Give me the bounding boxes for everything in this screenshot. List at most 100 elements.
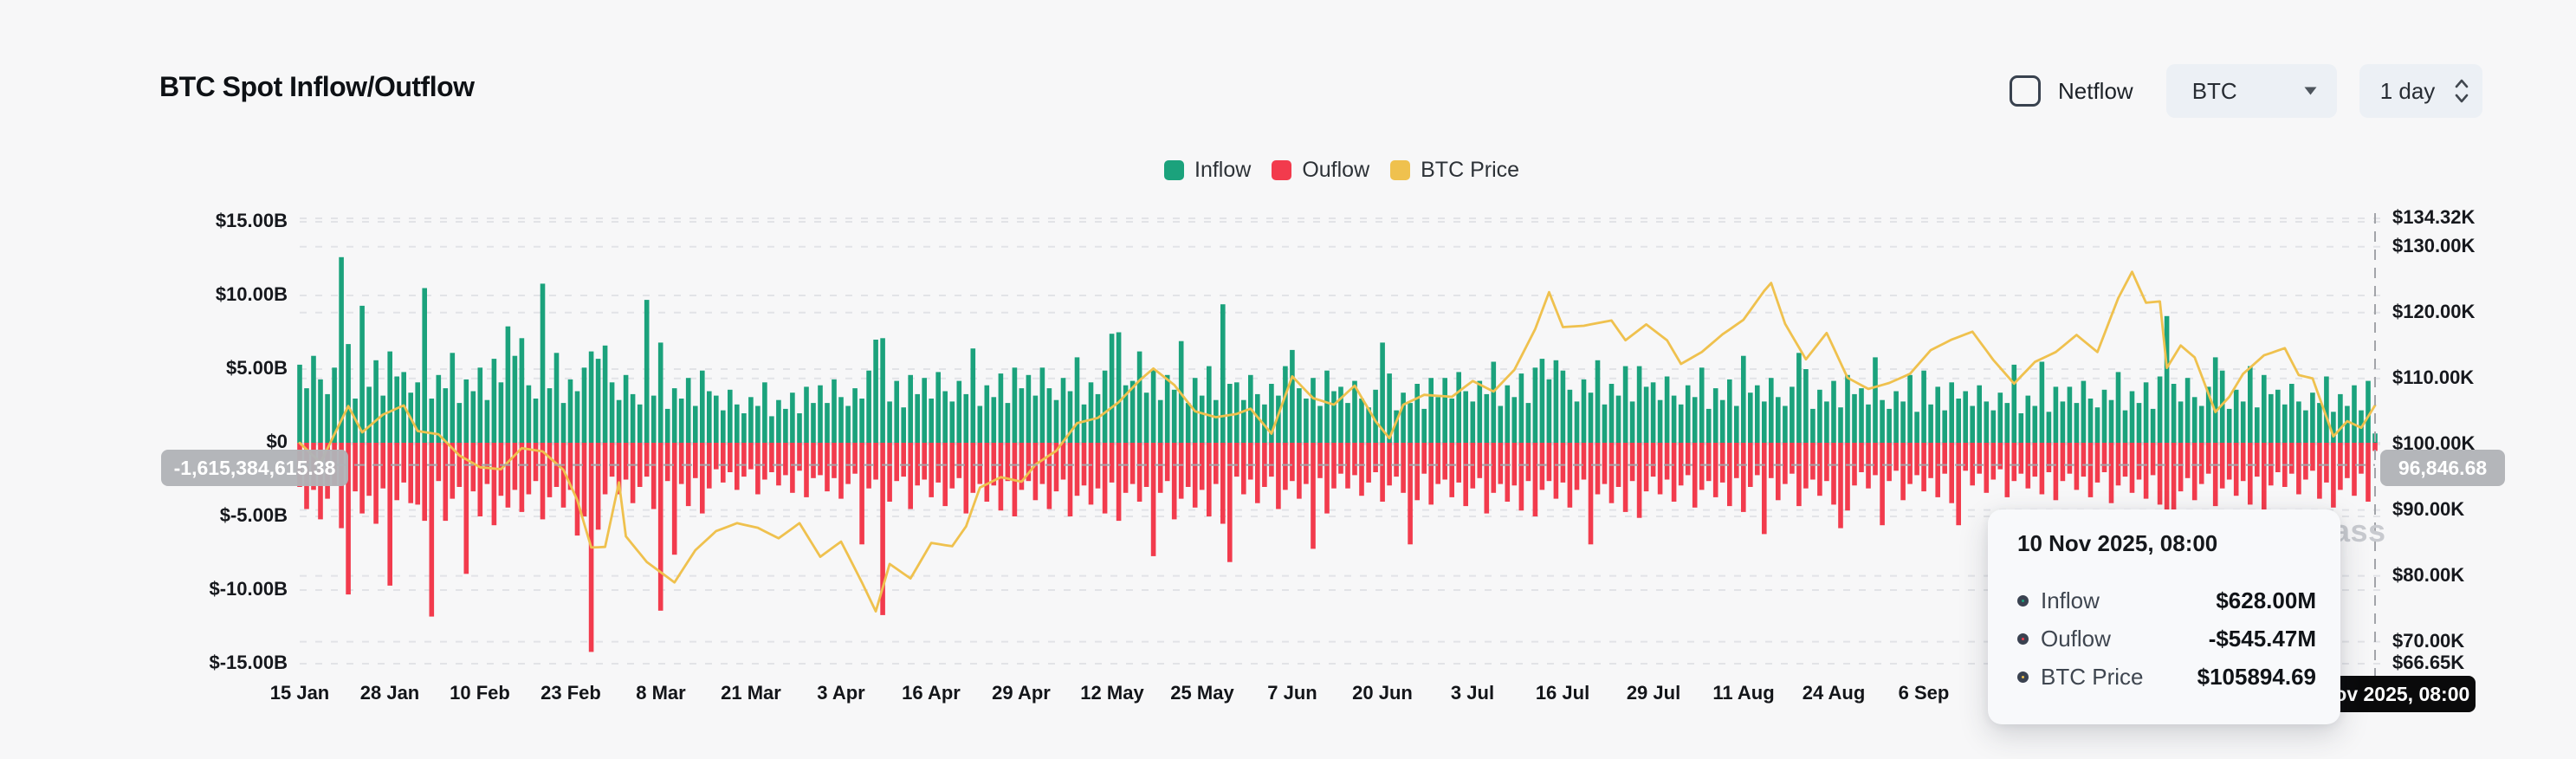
ouflow-bar xyxy=(1074,443,1080,496)
inflow-bar xyxy=(1012,367,1018,443)
inflow-bar xyxy=(2184,378,2191,443)
ouflow-bar xyxy=(2275,443,2281,472)
inflow-bar xyxy=(1928,404,1933,443)
ouflow-bar xyxy=(401,443,406,483)
inflow-bar xyxy=(436,374,442,443)
inflow-bar xyxy=(1664,376,1670,443)
inflow-bar xyxy=(346,344,351,443)
inflow-bar xyxy=(915,393,920,443)
coin-select[interactable]: BTC xyxy=(2165,64,2337,118)
ouflow-bar xyxy=(1574,443,1580,490)
inflow-bar xyxy=(1428,378,1434,443)
inflow-bar xyxy=(574,391,580,443)
ouflow-bar xyxy=(2143,443,2149,499)
inflow-bar xyxy=(498,382,504,443)
ouflow-bar xyxy=(1970,443,1975,486)
inflow-bar xyxy=(325,393,330,443)
inflow-bar xyxy=(2108,399,2114,443)
inflow-bar xyxy=(2074,403,2080,443)
inflow-bar xyxy=(1109,334,1115,443)
ouflow-bar xyxy=(2108,443,2114,503)
ouflow-bar xyxy=(1921,443,1926,492)
inflow-bar xyxy=(1574,401,1580,443)
inflow-bar xyxy=(935,372,941,443)
ouflow-bar xyxy=(678,443,684,484)
ouflow-bar xyxy=(359,443,365,514)
inflow-bar xyxy=(664,408,670,443)
ouflow-bar xyxy=(1116,443,1122,522)
inflow-bar xyxy=(2198,405,2204,443)
btc-price-marker-icon xyxy=(2017,671,2029,683)
ouflow-bar xyxy=(422,443,427,522)
ouflow-bar xyxy=(1636,443,1642,518)
interval-stepper[interactable]: 1 day xyxy=(2359,64,2482,118)
inflow-bar xyxy=(1581,379,1587,443)
inflow-bar xyxy=(2039,361,2045,443)
inflow-bar xyxy=(2143,382,2149,443)
inflow-bar xyxy=(1067,391,1073,443)
inflow-bar xyxy=(526,385,532,443)
ouflow-bar xyxy=(1192,443,1198,508)
inflow-bar xyxy=(359,305,365,443)
inflow-bar xyxy=(1081,404,1087,443)
y-axis-left-tick: $15.00B xyxy=(215,210,288,231)
x-axis-tick: 6 Sep xyxy=(1898,682,1950,704)
inflow-bar xyxy=(512,355,518,443)
inflow-bar xyxy=(1977,385,1982,443)
x-axis-tick: 24 Aug xyxy=(1802,682,1866,704)
inflow-bar xyxy=(1026,374,1032,443)
x-axis-tick: 23 Feb xyxy=(540,682,601,704)
y-axis-left-tick: $-15.00B xyxy=(209,652,288,673)
inflow-bar xyxy=(2219,370,2225,443)
ouflow-bar xyxy=(1276,443,1281,509)
inflow-bar xyxy=(1116,332,1122,443)
y-axis-right-tick: $80.00K xyxy=(2392,564,2465,586)
ouflow-bar xyxy=(2317,443,2322,499)
inflow-bar xyxy=(484,399,490,443)
ouflow-bar xyxy=(894,443,899,482)
inflow-bar xyxy=(2164,315,2170,443)
netflow-toggle[interactable]: Netflow xyxy=(2010,75,2133,107)
inflow-bar xyxy=(540,283,546,443)
inflow-bar xyxy=(2248,366,2253,443)
inflow-bar xyxy=(2331,412,2336,443)
ouflow-bar xyxy=(1553,443,1559,499)
netflow-checkbox-icon[interactable] xyxy=(2010,75,2041,107)
inflow-bar xyxy=(2018,413,2024,443)
updown-stepper-icon[interactable] xyxy=(2453,76,2470,106)
ouflow-bar xyxy=(1734,443,1739,478)
ouflow-bar xyxy=(1643,443,1649,492)
ouflow-bar xyxy=(429,443,435,617)
legend-item-ouflow[interactable]: Ouflow xyxy=(1272,158,1369,183)
x-axis-tick: 15 Jan xyxy=(269,682,330,704)
inflow-bar xyxy=(1207,366,1212,443)
ouflow-bar xyxy=(714,443,719,470)
ouflow-bar xyxy=(1893,443,1899,471)
legend-item-btc-price[interactable]: BTC Price xyxy=(1390,158,1519,183)
inflow-bar xyxy=(1997,392,2003,443)
inflow-bar xyxy=(2081,380,2087,443)
ouflow-bar xyxy=(1234,443,1239,477)
ouflow-bar xyxy=(984,443,990,502)
inflow-bar xyxy=(602,345,608,443)
inflow-bar xyxy=(1297,388,1302,443)
ouflow-bar xyxy=(560,443,566,508)
x-axis-tick: 3 Apr xyxy=(817,682,865,704)
crosshair-right-value: 96,846.68 xyxy=(2380,450,2505,486)
ouflow-bar xyxy=(1817,443,1822,496)
inflow-bar xyxy=(1150,369,1156,443)
inflow-bar xyxy=(956,380,962,443)
inflow-bar xyxy=(595,359,601,443)
inflow-bar xyxy=(304,388,309,443)
inflow-bar xyxy=(2011,364,2017,443)
ouflow-bar xyxy=(1129,443,1136,484)
inflow-bar xyxy=(533,399,539,443)
inflow-bar xyxy=(1942,410,1947,443)
ouflow-bar xyxy=(1352,443,1357,476)
ouflow-bar xyxy=(1838,443,1843,529)
legend-item-inflow[interactable]: Inflow xyxy=(1164,158,1251,183)
ouflow-bar xyxy=(1421,443,1427,474)
ouflow-bar xyxy=(1214,443,1219,484)
inflow-bar xyxy=(2025,395,2031,443)
